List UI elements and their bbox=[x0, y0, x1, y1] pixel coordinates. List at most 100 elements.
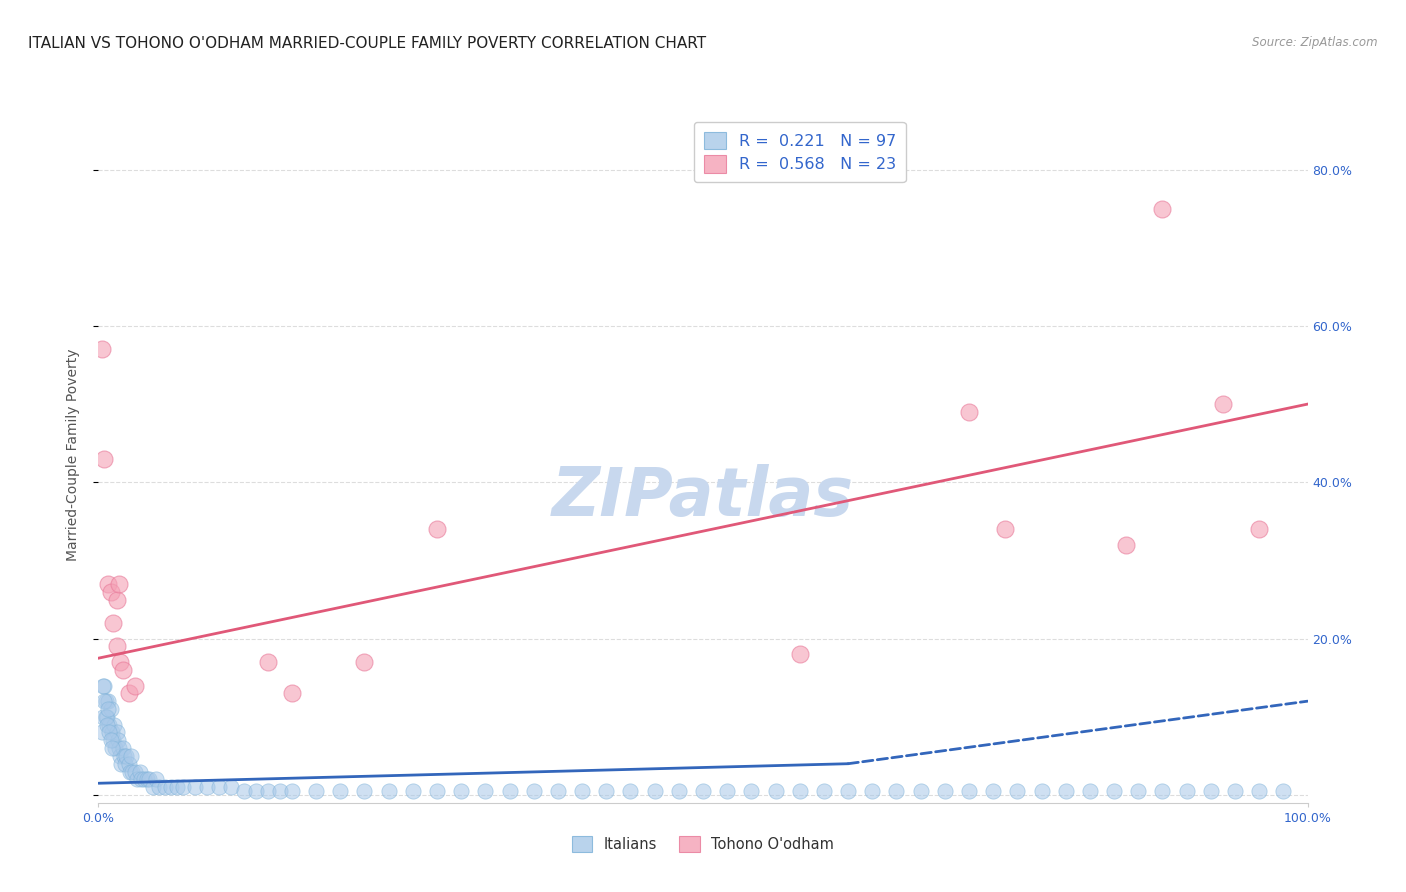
Text: ITALIAN VS TOHONO O'ODHAM MARRIED-COUPLE FAMILY POVERTY CORRELATION CHART: ITALIAN VS TOHONO O'ODHAM MARRIED-COUPLE… bbox=[28, 36, 706, 51]
Point bbox=[1249, 784, 1271, 798]
Point bbox=[426, 522, 449, 536]
Point bbox=[1102, 784, 1125, 798]
Point bbox=[91, 343, 114, 357]
Point bbox=[1223, 784, 1246, 798]
Point bbox=[813, 784, 835, 798]
Point bbox=[105, 725, 128, 739]
Point bbox=[957, 405, 980, 419]
Point bbox=[934, 784, 956, 798]
Point bbox=[886, 784, 908, 798]
Point bbox=[97, 702, 120, 716]
Point bbox=[100, 584, 122, 599]
Point bbox=[837, 784, 859, 798]
Point bbox=[1212, 397, 1234, 411]
Point bbox=[353, 655, 375, 669]
Point bbox=[498, 784, 520, 798]
Point bbox=[644, 784, 666, 798]
Point bbox=[1078, 784, 1101, 798]
Point bbox=[1272, 784, 1295, 798]
Point bbox=[91, 710, 114, 724]
Point bbox=[957, 784, 980, 798]
Point bbox=[94, 694, 117, 708]
Point bbox=[668, 784, 690, 798]
Point bbox=[107, 733, 129, 747]
Point bbox=[765, 784, 787, 798]
Point bbox=[112, 748, 135, 763]
Point bbox=[160, 780, 183, 794]
Point bbox=[148, 780, 170, 794]
Point bbox=[94, 710, 117, 724]
Point bbox=[547, 784, 569, 798]
Point bbox=[281, 784, 304, 798]
Point bbox=[108, 577, 131, 591]
Point bbox=[115, 748, 138, 763]
Point bbox=[93, 694, 115, 708]
Point bbox=[269, 784, 291, 798]
Point bbox=[1128, 784, 1150, 798]
Point bbox=[111, 663, 134, 677]
Point bbox=[195, 780, 218, 794]
Point bbox=[108, 748, 131, 763]
Point bbox=[1249, 522, 1271, 536]
Point bbox=[994, 522, 1017, 536]
Point bbox=[450, 784, 472, 798]
Point bbox=[128, 764, 150, 779]
Point bbox=[166, 780, 188, 794]
Text: ZIPatlas: ZIPatlas bbox=[553, 464, 853, 530]
Point bbox=[145, 772, 167, 787]
Point bbox=[138, 772, 160, 787]
Point bbox=[789, 784, 811, 798]
Point bbox=[134, 772, 156, 787]
Point bbox=[100, 725, 122, 739]
Point bbox=[377, 784, 399, 798]
Point bbox=[595, 784, 617, 798]
Point bbox=[329, 784, 352, 798]
Point bbox=[127, 772, 149, 787]
Point bbox=[100, 702, 122, 716]
Point bbox=[91, 725, 114, 739]
Point bbox=[118, 764, 141, 779]
Point bbox=[305, 784, 328, 798]
Point bbox=[108, 655, 131, 669]
Point bbox=[172, 780, 194, 794]
Point bbox=[981, 784, 1004, 798]
Point bbox=[124, 679, 146, 693]
Point bbox=[245, 784, 267, 798]
Point bbox=[910, 784, 932, 798]
Point bbox=[121, 764, 143, 779]
Text: Source: ZipAtlas.com: Source: ZipAtlas.com bbox=[1253, 36, 1378, 49]
Point bbox=[103, 717, 125, 731]
Point bbox=[100, 741, 122, 756]
Point bbox=[256, 655, 278, 669]
Point bbox=[789, 647, 811, 661]
Point bbox=[100, 733, 122, 747]
Point bbox=[426, 784, 449, 798]
Point bbox=[692, 784, 714, 798]
Point bbox=[256, 784, 278, 798]
Point bbox=[120, 748, 142, 763]
Point bbox=[1031, 784, 1053, 798]
Point bbox=[1152, 784, 1174, 798]
Point bbox=[111, 741, 134, 756]
Point bbox=[114, 756, 136, 771]
Point bbox=[860, 784, 883, 798]
Point bbox=[1007, 784, 1029, 798]
Point bbox=[104, 741, 127, 756]
Point bbox=[135, 772, 157, 787]
Point bbox=[96, 717, 118, 731]
Point bbox=[93, 679, 115, 693]
Point bbox=[96, 710, 118, 724]
Point bbox=[740, 784, 762, 798]
Point bbox=[221, 780, 243, 794]
Point bbox=[716, 784, 738, 798]
Point bbox=[153, 780, 176, 794]
Point bbox=[105, 640, 128, 654]
Point bbox=[97, 694, 120, 708]
Point bbox=[129, 772, 152, 787]
Y-axis label: Married-Couple Family Poverty: Married-Couple Family Poverty bbox=[66, 349, 80, 561]
Legend: Italians, Tohono O'odham: Italians, Tohono O'odham bbox=[567, 830, 839, 858]
Point bbox=[353, 784, 375, 798]
Point bbox=[118, 686, 141, 700]
Point bbox=[118, 756, 141, 771]
Point bbox=[232, 784, 254, 798]
